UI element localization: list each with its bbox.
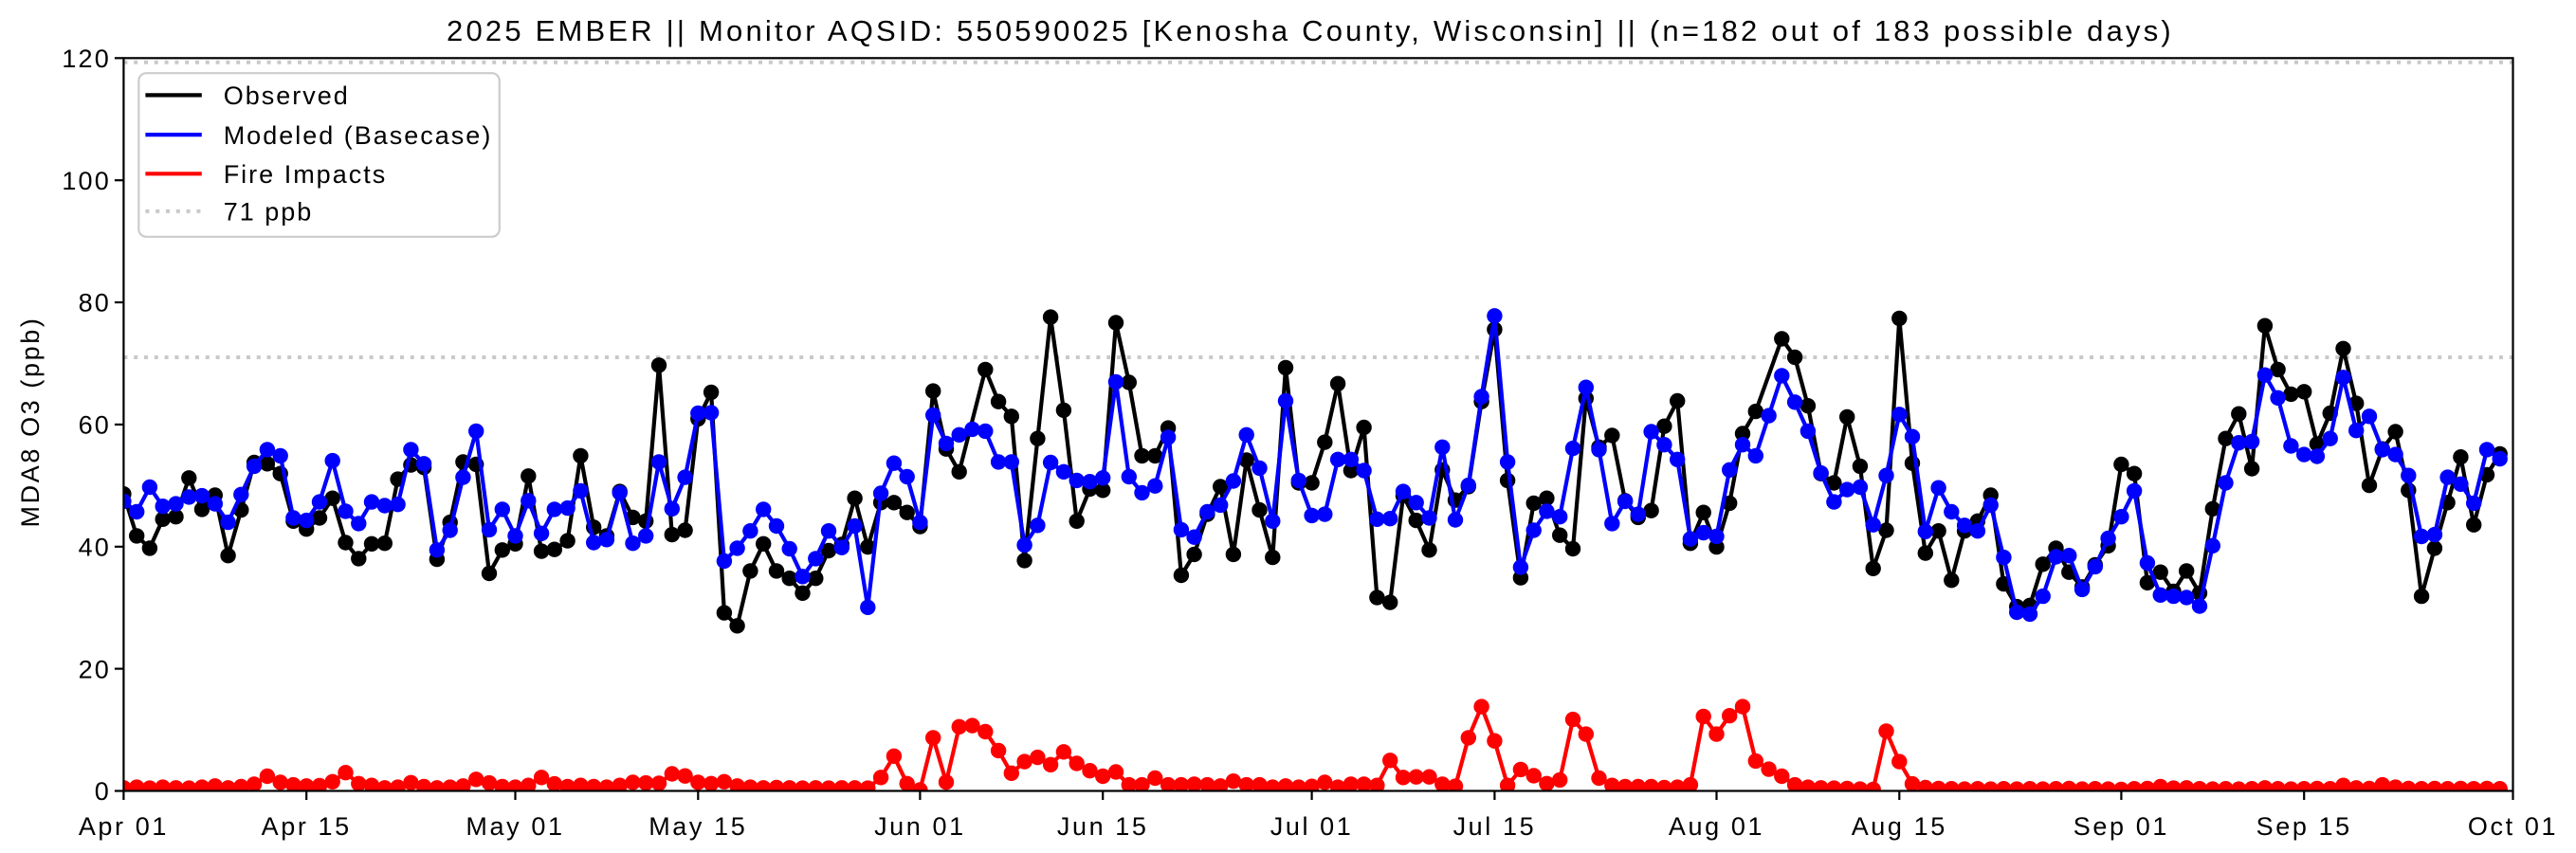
svg-text:Jun 01: Jun 01 [874, 812, 966, 841]
svg-text:May 15: May 15 [649, 812, 747, 841]
svg-text:May 01: May 01 [466, 812, 564, 841]
svg-text:0: 0 [95, 777, 111, 806]
svg-text:80: 80 [79, 289, 111, 318]
svg-text:Sep 15: Sep 15 [2256, 812, 2352, 841]
svg-text:Oct 01: Oct 01 [2468, 812, 2558, 841]
svg-text:Aug 01: Aug 01 [1669, 812, 1764, 841]
svg-text:60: 60 [79, 411, 111, 440]
svg-text:Modeled (Basecase): Modeled (Basecase) [224, 121, 493, 150]
svg-text:MDA8 O3 (ppb): MDA8 O3 (ppb) [16, 317, 45, 528]
svg-text:120: 120 [62, 45, 111, 73]
svg-text:71 ppb: 71 ppb [224, 198, 314, 227]
svg-text:20: 20 [79, 655, 111, 683]
svg-text:Apr 15: Apr 15 [262, 812, 352, 841]
svg-text:100: 100 [62, 167, 111, 195]
svg-text:Fire Impacts: Fire Impacts [224, 160, 388, 189]
svg-text:Aug 15: Aug 15 [1852, 812, 1947, 841]
svg-text:Sep 01: Sep 01 [2074, 812, 2169, 841]
svg-text:40: 40 [79, 534, 111, 562]
svg-text:2025 EMBER || Monitor AQSID: 5: 2025 EMBER || Monitor AQSID: 550590025 [… [447, 14, 2174, 47]
svg-text:Jun 15: Jun 15 [1057, 812, 1149, 841]
svg-text:Apr 01: Apr 01 [79, 812, 169, 841]
svg-text:Jul 01: Jul 01 [1270, 812, 1354, 841]
svg-text:Observed: Observed [224, 82, 350, 110]
svg-text:Jul 15: Jul 15 [1453, 812, 1537, 841]
